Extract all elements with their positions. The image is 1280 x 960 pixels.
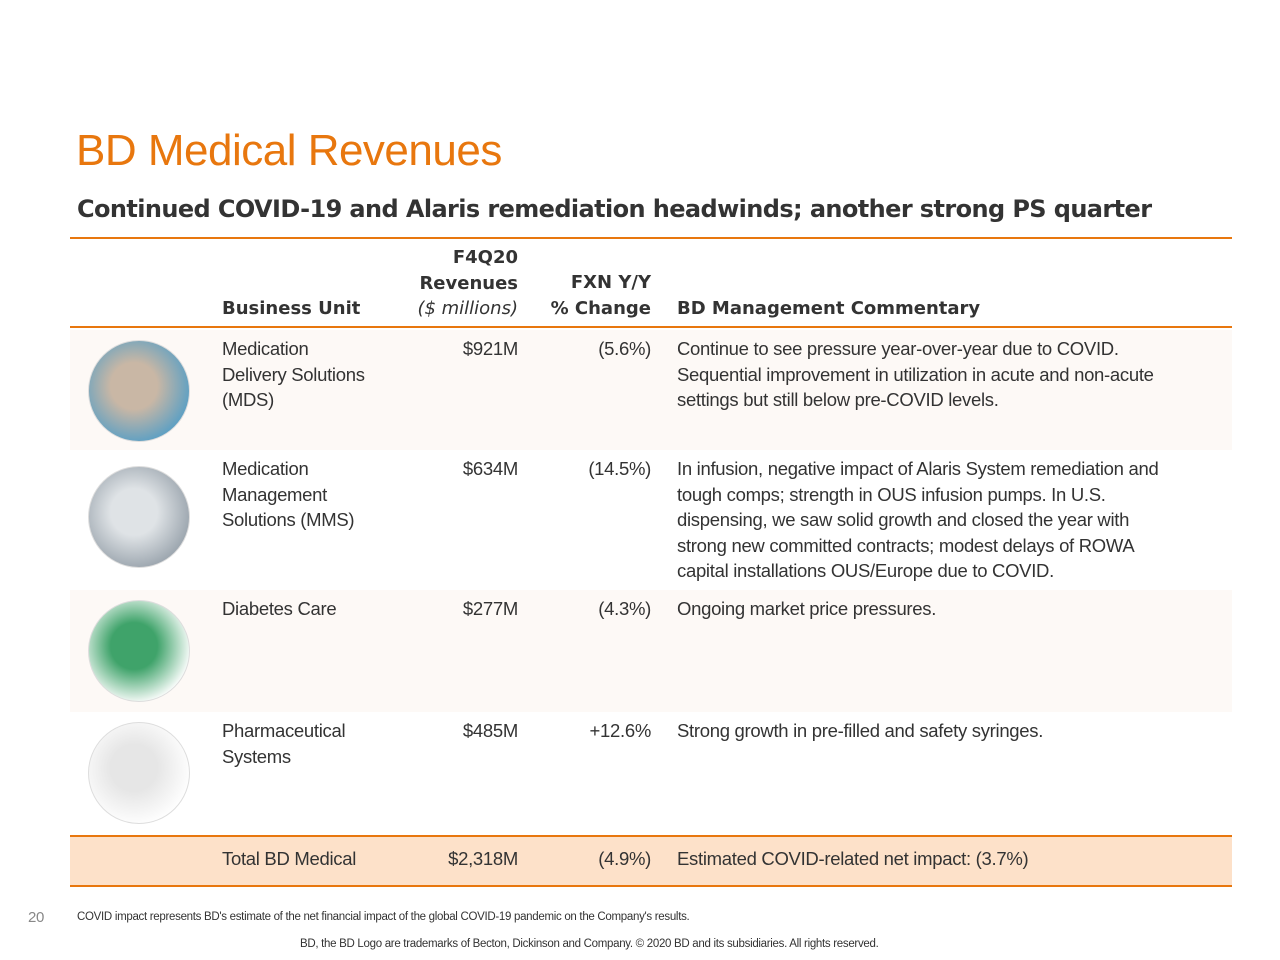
commentary-line: In infusion, negative impact of Alaris S… xyxy=(677,458,1159,479)
total-revenue: $2,318M xyxy=(448,848,518,869)
yoy-change: +12.6% xyxy=(589,720,652,741)
footnote: COVID impact represents BD's estimate of… xyxy=(77,911,690,923)
header-pct-line: % Change xyxy=(550,297,651,319)
yoy-change: (4.3%) xyxy=(598,598,651,619)
commentary-line: dispensing, we saw solid growth and clos… xyxy=(677,509,1130,531)
pen-needle-box-photo xyxy=(88,600,190,702)
total-commentary: Estimated COVID-related net impact: (3.7… xyxy=(677,848,1029,869)
total-unit: Total BD Medical xyxy=(222,848,357,869)
commentary: Continue to see pressure year-over-year … xyxy=(677,336,1227,413)
business-unit: Diabetes Care xyxy=(222,596,402,622)
business-unit: Pharmaceutical Systems xyxy=(222,718,402,769)
prefilled-syringe-photo xyxy=(88,722,190,824)
business-unit-line: Medication xyxy=(222,458,309,479)
page-title: BD Medical Revenues xyxy=(76,126,502,175)
commentary-line: capital installations OUS/Europe due to … xyxy=(677,560,1054,582)
revenue: $921M xyxy=(462,338,518,359)
page-subtitle: Continued COVID-19 and Alaris remediatio… xyxy=(77,195,1152,223)
business-unit: Medication Delivery Solutions (MDS) xyxy=(222,336,402,413)
revenue: $634M xyxy=(462,458,518,479)
header-rev-line: F4Q20 xyxy=(452,247,518,268)
header-rev-unit: ($ millions) xyxy=(417,298,518,319)
business-unit-line: (MDS) xyxy=(222,389,274,411)
header-revenues: F4Q20 Revenues ($ millions) xyxy=(417,245,518,322)
business-unit-line: Management xyxy=(222,483,327,505)
business-unit-line: Diabetes Care xyxy=(222,598,337,619)
yoy-change: (14.5%) xyxy=(588,458,651,479)
business-unit-line: Systems xyxy=(222,745,291,767)
divider xyxy=(70,326,1232,328)
header-pct-line: FXN Y/Y xyxy=(570,272,651,293)
business-unit-line: Medication xyxy=(222,338,309,359)
table-row: Diabetes Care $277M (4.3%) Ongoing market p… xyxy=(70,590,1232,712)
divider xyxy=(70,237,1232,239)
revenue: $277M xyxy=(462,598,518,619)
commentary-line: Strong growth in pre-filled and safety s… xyxy=(677,720,1044,741)
revenue: $485M xyxy=(462,720,518,741)
table-row: Pharmaceutical Systems $485M +12.6% Strong g… xyxy=(70,712,1232,835)
business-unit: Medication Management Solutions (MMS) xyxy=(222,456,402,533)
commentary: In infusion, negative impact of Alaris S… xyxy=(677,456,1227,584)
commentary-line: Ongoing market price pressures. xyxy=(677,598,937,619)
infusion-pump-photo xyxy=(88,466,190,568)
commentary-line: tough comps; strength in OUS infusion pu… xyxy=(677,483,1106,505)
total-row: Total BD Medical $2,318M (4.9%) Estimate… xyxy=(70,835,1232,887)
yoy-change: (5.6%) xyxy=(598,338,651,359)
business-unit-line: Delivery Solutions xyxy=(222,363,365,385)
commentary: Ongoing market price pressures. xyxy=(677,596,1227,622)
table-row: Medication Management Solutions (MMS) $634M… xyxy=(70,450,1232,590)
commentary-line: Sequential improvement in utilization in… xyxy=(677,363,1154,385)
header-commentary: BD Management Commentary xyxy=(677,298,981,319)
clinician-hands-iv-photo xyxy=(88,340,190,442)
legal-text: BD, the BD Logo are trademarks of Becton… xyxy=(300,938,879,950)
business-unit-line: Solutions (MMS) xyxy=(222,509,355,531)
page-number: 20 xyxy=(28,909,45,926)
header-change: FXN Y/Y % Change xyxy=(551,270,651,321)
header-rev-line: Revenues xyxy=(419,272,518,294)
commentary-line: settings but still below pre-COVID level… xyxy=(677,389,999,411)
table-row: Medication Delivery Solutions (MDS) $921M (5… xyxy=(70,330,1232,450)
commentary: Strong growth in pre-filled and safety s… xyxy=(677,718,1227,744)
total-change: (4.9%) xyxy=(598,848,651,869)
commentary-line: strong new committed contracts; modest d… xyxy=(677,534,1135,556)
commentary-line: Continue to see pressure year-over-year … xyxy=(677,338,1119,359)
header-business-unit: Business Unit xyxy=(222,298,361,319)
business-unit-line: Pharmaceutical xyxy=(222,720,346,741)
